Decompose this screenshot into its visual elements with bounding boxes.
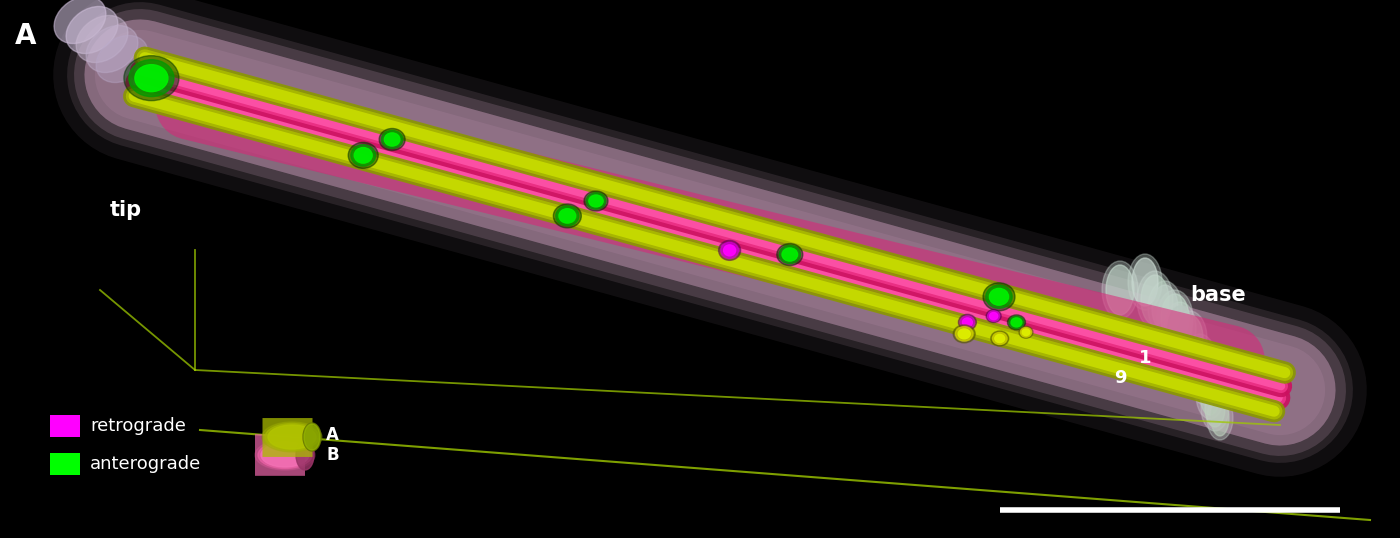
Ellipse shape: [1207, 396, 1233, 440]
Ellipse shape: [589, 195, 603, 207]
Ellipse shape: [1161, 294, 1189, 342]
Ellipse shape: [721, 242, 738, 258]
Ellipse shape: [97, 36, 148, 82]
Ellipse shape: [584, 191, 608, 211]
Text: anterograde: anterograde: [90, 455, 202, 473]
Ellipse shape: [991, 331, 1009, 346]
Ellipse shape: [780, 245, 801, 264]
Text: 9: 9: [1114, 369, 1126, 387]
Ellipse shape: [1148, 281, 1182, 335]
Ellipse shape: [986, 309, 1001, 323]
Ellipse shape: [1177, 315, 1203, 361]
Ellipse shape: [1184, 334, 1217, 386]
Ellipse shape: [1009, 316, 1023, 329]
Ellipse shape: [385, 133, 400, 146]
Ellipse shape: [85, 25, 139, 73]
Ellipse shape: [265, 423, 319, 450]
Text: tip: tip: [111, 200, 143, 220]
Ellipse shape: [1019, 326, 1033, 338]
Text: retrograde: retrograde: [90, 417, 186, 435]
Ellipse shape: [993, 332, 1007, 344]
Ellipse shape: [351, 145, 375, 166]
Ellipse shape: [1106, 265, 1134, 315]
FancyBboxPatch shape: [50, 453, 80, 475]
Ellipse shape: [255, 440, 315, 470]
Ellipse shape: [134, 65, 168, 91]
Ellipse shape: [379, 129, 405, 151]
Ellipse shape: [1189, 338, 1212, 382]
Ellipse shape: [1133, 258, 1158, 306]
Ellipse shape: [1173, 311, 1207, 365]
Ellipse shape: [724, 245, 735, 256]
Ellipse shape: [260, 443, 309, 467]
Ellipse shape: [1011, 318, 1022, 327]
Ellipse shape: [1205, 389, 1225, 427]
Ellipse shape: [1168, 306, 1191, 350]
Ellipse shape: [1201, 385, 1229, 431]
Ellipse shape: [556, 206, 578, 226]
Ellipse shape: [587, 193, 606, 209]
Ellipse shape: [1211, 400, 1229, 436]
Ellipse shape: [553, 204, 581, 228]
Text: B: B: [326, 446, 339, 464]
Ellipse shape: [1128, 254, 1162, 310]
Ellipse shape: [960, 316, 974, 329]
Ellipse shape: [129, 60, 174, 97]
Ellipse shape: [267, 425, 316, 449]
Ellipse shape: [559, 209, 575, 223]
Ellipse shape: [295, 440, 314, 470]
Ellipse shape: [983, 283, 1015, 311]
Ellipse shape: [986, 285, 1012, 308]
Text: base: base: [1190, 285, 1246, 305]
Ellipse shape: [990, 288, 1008, 305]
Ellipse shape: [66, 6, 118, 54]
Ellipse shape: [1102, 261, 1138, 319]
Text: 1: 1: [1138, 349, 1151, 367]
Ellipse shape: [1196, 371, 1224, 419]
Ellipse shape: [718, 240, 741, 260]
Ellipse shape: [1190, 355, 1219, 405]
Ellipse shape: [1022, 329, 1030, 336]
Ellipse shape: [1141, 275, 1169, 325]
Ellipse shape: [783, 248, 798, 261]
Ellipse shape: [258, 442, 312, 469]
Ellipse shape: [1200, 375, 1219, 415]
Ellipse shape: [987, 311, 1000, 321]
Ellipse shape: [959, 314, 976, 330]
Ellipse shape: [123, 55, 179, 101]
Ellipse shape: [1137, 271, 1173, 329]
Ellipse shape: [1152, 285, 1177, 331]
Ellipse shape: [777, 244, 802, 266]
Ellipse shape: [955, 327, 973, 341]
Ellipse shape: [958, 329, 970, 339]
Ellipse shape: [1163, 302, 1196, 354]
Ellipse shape: [302, 423, 321, 451]
Ellipse shape: [262, 422, 322, 452]
Ellipse shape: [55, 0, 106, 44]
Text: A: A: [15, 22, 36, 50]
Ellipse shape: [381, 130, 403, 148]
Ellipse shape: [304, 424, 321, 450]
Ellipse shape: [1156, 290, 1193, 346]
FancyBboxPatch shape: [50, 415, 80, 437]
Text: A: A: [326, 426, 339, 444]
Ellipse shape: [990, 313, 998, 320]
Ellipse shape: [953, 325, 976, 343]
Ellipse shape: [995, 335, 1005, 343]
Ellipse shape: [1021, 328, 1032, 337]
Ellipse shape: [354, 147, 372, 163]
Ellipse shape: [76, 16, 127, 62]
Ellipse shape: [1008, 315, 1025, 330]
Ellipse shape: [349, 143, 378, 168]
Ellipse shape: [962, 318, 973, 327]
Ellipse shape: [1194, 359, 1217, 401]
